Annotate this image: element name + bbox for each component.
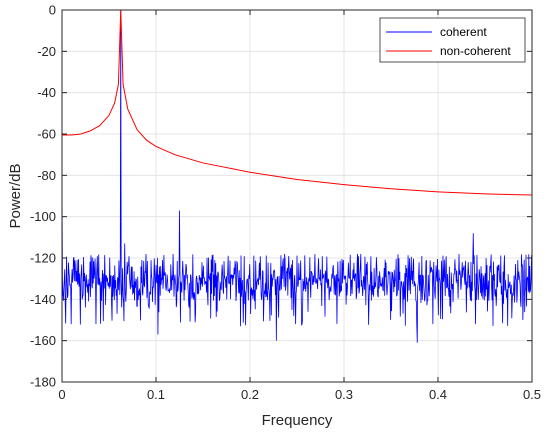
x-tick-label: 0.3 <box>335 387 353 402</box>
y-tick-label: -160 <box>30 333 56 348</box>
tick-marks <box>61 9 533 383</box>
legend-label-coherent: coherent <box>440 25 487 39</box>
x-tick-label: 0 <box>58 387 65 402</box>
y-tick-label: -180 <box>30 375 56 390</box>
y-tick-label: -140 <box>30 292 56 307</box>
legend: coherent non-coherent <box>379 17 526 63</box>
axes-box <box>61 9 533 383</box>
x-tick-label: 0.5 <box>523 387 541 402</box>
y-tick-label: -120 <box>30 251 56 266</box>
y-tick-label: -100 <box>30 209 56 224</box>
series-coherent <box>61 9 533 343</box>
plot-area <box>62 10 532 382</box>
series-layer <box>61 9 533 343</box>
y-tick-label: -20 <box>37 44 56 59</box>
legend-box <box>379 17 526 63</box>
y-tick-label: -40 <box>37 85 56 100</box>
x-tick-label: 0.4 <box>429 387 447 402</box>
series-non-coherent <box>62 9 533 196</box>
y-tick-label: 0 <box>49 3 56 18</box>
y-axis-label: Power/dB <box>7 163 24 228</box>
y-tick-label: -60 <box>37 127 56 142</box>
x-tick-label: 0.1 <box>147 387 165 402</box>
y-tick-label: -80 <box>37 168 56 183</box>
x-tick-label: 0.2 <box>241 387 259 402</box>
x-axis-label: Frequency <box>262 412 333 429</box>
tick-labels: 0 0.1 0.2 0.3 0.4 0.5 -180 -160 -140 -120 -100 -80 -… <box>30 3 541 403</box>
legend-label-non-coherent: non-coherent <box>440 44 511 58</box>
